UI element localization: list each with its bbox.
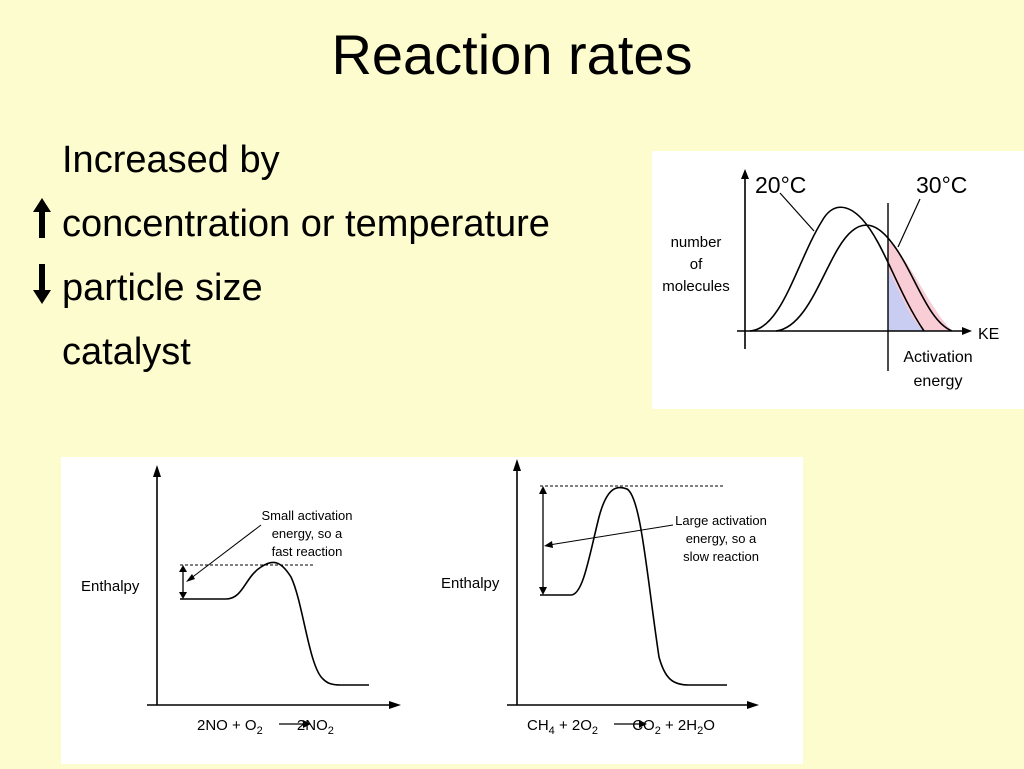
left-x-axis-arrowhead xyxy=(389,701,401,709)
right-annotation-line-3: slow reaction xyxy=(683,549,759,564)
right-equation-subscript-2: 2 xyxy=(592,725,598,737)
label-20c: 20°C xyxy=(755,172,806,198)
label-30c: 30°C xyxy=(916,172,967,198)
right-equation-subscript-3: 2 xyxy=(655,725,661,737)
right-equation-subscript-4: 2 xyxy=(697,725,703,737)
right-energy-curve xyxy=(540,486,727,686)
curve-30c xyxy=(775,224,953,332)
left-annotation-pointer xyxy=(189,524,262,580)
y-label-line-3: molecules xyxy=(662,278,730,295)
left-equation-subscript-1: 2 xyxy=(257,725,263,737)
left-annotation-pointer-head xyxy=(186,574,195,582)
left-activation-arrowhead-top xyxy=(179,565,187,572)
bullet-catalyst: catalyst xyxy=(62,331,191,373)
x-axis-arrowhead xyxy=(962,327,972,335)
energy-profiles-panel: Small activation energy, so a fast react… xyxy=(61,457,803,764)
distribution-diagram: 20°C 30°C number of molecules KE Activat… xyxy=(662,169,999,390)
right-y-label: Enthalpy xyxy=(441,575,500,592)
energy-profile-slow: Large activation energy, so a slow react… xyxy=(441,459,767,737)
right-equation-part-4: + 2H xyxy=(661,717,697,734)
left-y-axis-arrowhead xyxy=(153,465,161,477)
fraction-20c-area xyxy=(888,269,924,331)
left-energy-curve xyxy=(180,561,369,686)
left-annotation-line-3: fast reaction xyxy=(272,544,343,559)
threshold-label-line-2: energy xyxy=(914,373,963,390)
left-equation: 2NO + O2 2NO2 xyxy=(197,717,334,737)
down-arrow-icon xyxy=(33,264,51,304)
right-reaction-arrowhead xyxy=(639,720,647,728)
right-equation-subscript-1: 4 xyxy=(549,725,555,737)
left-y-label: Enthalpy xyxy=(81,578,140,595)
right-activation-arrowhead-top xyxy=(539,486,547,494)
right-y-axis-arrowhead xyxy=(513,459,521,471)
right-equation-part-5: O xyxy=(703,717,715,734)
y-label-line-2: of xyxy=(690,256,703,273)
right-x-axis-arrowhead xyxy=(747,701,759,709)
bullet-increased-by: Increased by xyxy=(62,139,280,181)
up-arrow-icon xyxy=(33,198,51,238)
left-equation-arrow-space xyxy=(263,717,267,734)
right-annotation-pointer-head xyxy=(544,541,553,548)
right-annotation-pointer xyxy=(548,524,674,546)
label-pointer-30c xyxy=(897,198,921,248)
distribution-diagram-panel: 20°C 30°C number of molecules KE Activat… xyxy=(652,151,1024,409)
energy-profiles-diagram: Small activation energy, so a fast react… xyxy=(81,459,767,737)
left-activation-arrowhead-bottom xyxy=(179,592,187,599)
threshold-label-line-1: Activation xyxy=(903,349,972,366)
left-equation-part-2: 2NO xyxy=(297,717,328,734)
y-label-line-1: number xyxy=(671,234,722,251)
y-axis-arrowhead xyxy=(741,169,749,179)
bullet-list: Increased by concentration or temperatur… xyxy=(62,128,550,384)
left-annotation-line-2: energy, so a xyxy=(272,526,343,541)
right-annotation-line-2: energy, so a xyxy=(686,531,757,546)
energy-profile-fast: Small activation energy, so a fast react… xyxy=(81,465,401,737)
bullet-particle-size: particle size xyxy=(62,267,263,309)
right-equation: CH4 + 2O2 CO2 + 2H2O xyxy=(527,717,715,737)
right-equation-part-1: CH xyxy=(527,717,549,734)
left-reaction-arrowhead xyxy=(303,720,311,728)
bullet-concentration-temperature: concentration or temperature xyxy=(62,203,550,245)
label-pointer-20c xyxy=(779,192,815,232)
slide-title: Reaction rates xyxy=(331,23,693,86)
curve-20c xyxy=(749,206,925,332)
right-annotation-line-1: Large activation xyxy=(675,513,767,528)
left-equation-part-1: 2NO + O xyxy=(197,717,257,734)
left-annotation-line-1: Small activation xyxy=(261,508,352,523)
left-equation-subscript-2: 2 xyxy=(328,725,334,737)
right-equation-part-2: + 2O xyxy=(555,717,592,734)
x-label: KE xyxy=(978,326,999,343)
right-equation-arrow-space xyxy=(598,717,602,734)
right-activation-arrowhead-bottom xyxy=(539,587,547,595)
